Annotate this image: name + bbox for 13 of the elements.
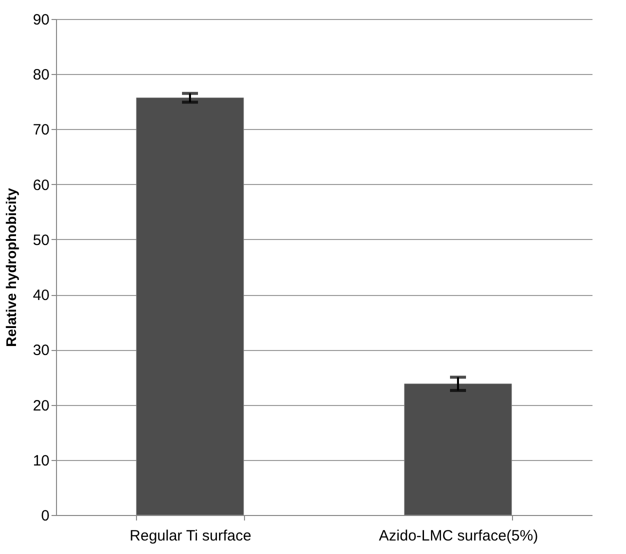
y-tick-label: 70 (32, 122, 50, 139)
y-tick-label: 80 (32, 66, 50, 84)
y-tick-label: 20 (32, 397, 50, 414)
y-tick-label: 30 (32, 342, 50, 360)
y-tick-label: 50 (32, 232, 50, 249)
y-tick-label: 0 (41, 508, 50, 524)
y-tick-label: 60 (32, 176, 50, 194)
y-tick-label: 10 (32, 452, 50, 470)
x-tick-label: Azido-LMC surface(5%) (378, 528, 538, 544)
y-tick-label: 40 (32, 287, 50, 304)
y-axis-title: Relative hydrophobicity (2, 188, 19, 347)
y-tick-label: 90 (32, 12, 50, 28)
x-tick-label: Regular Ti surface (130, 528, 252, 544)
